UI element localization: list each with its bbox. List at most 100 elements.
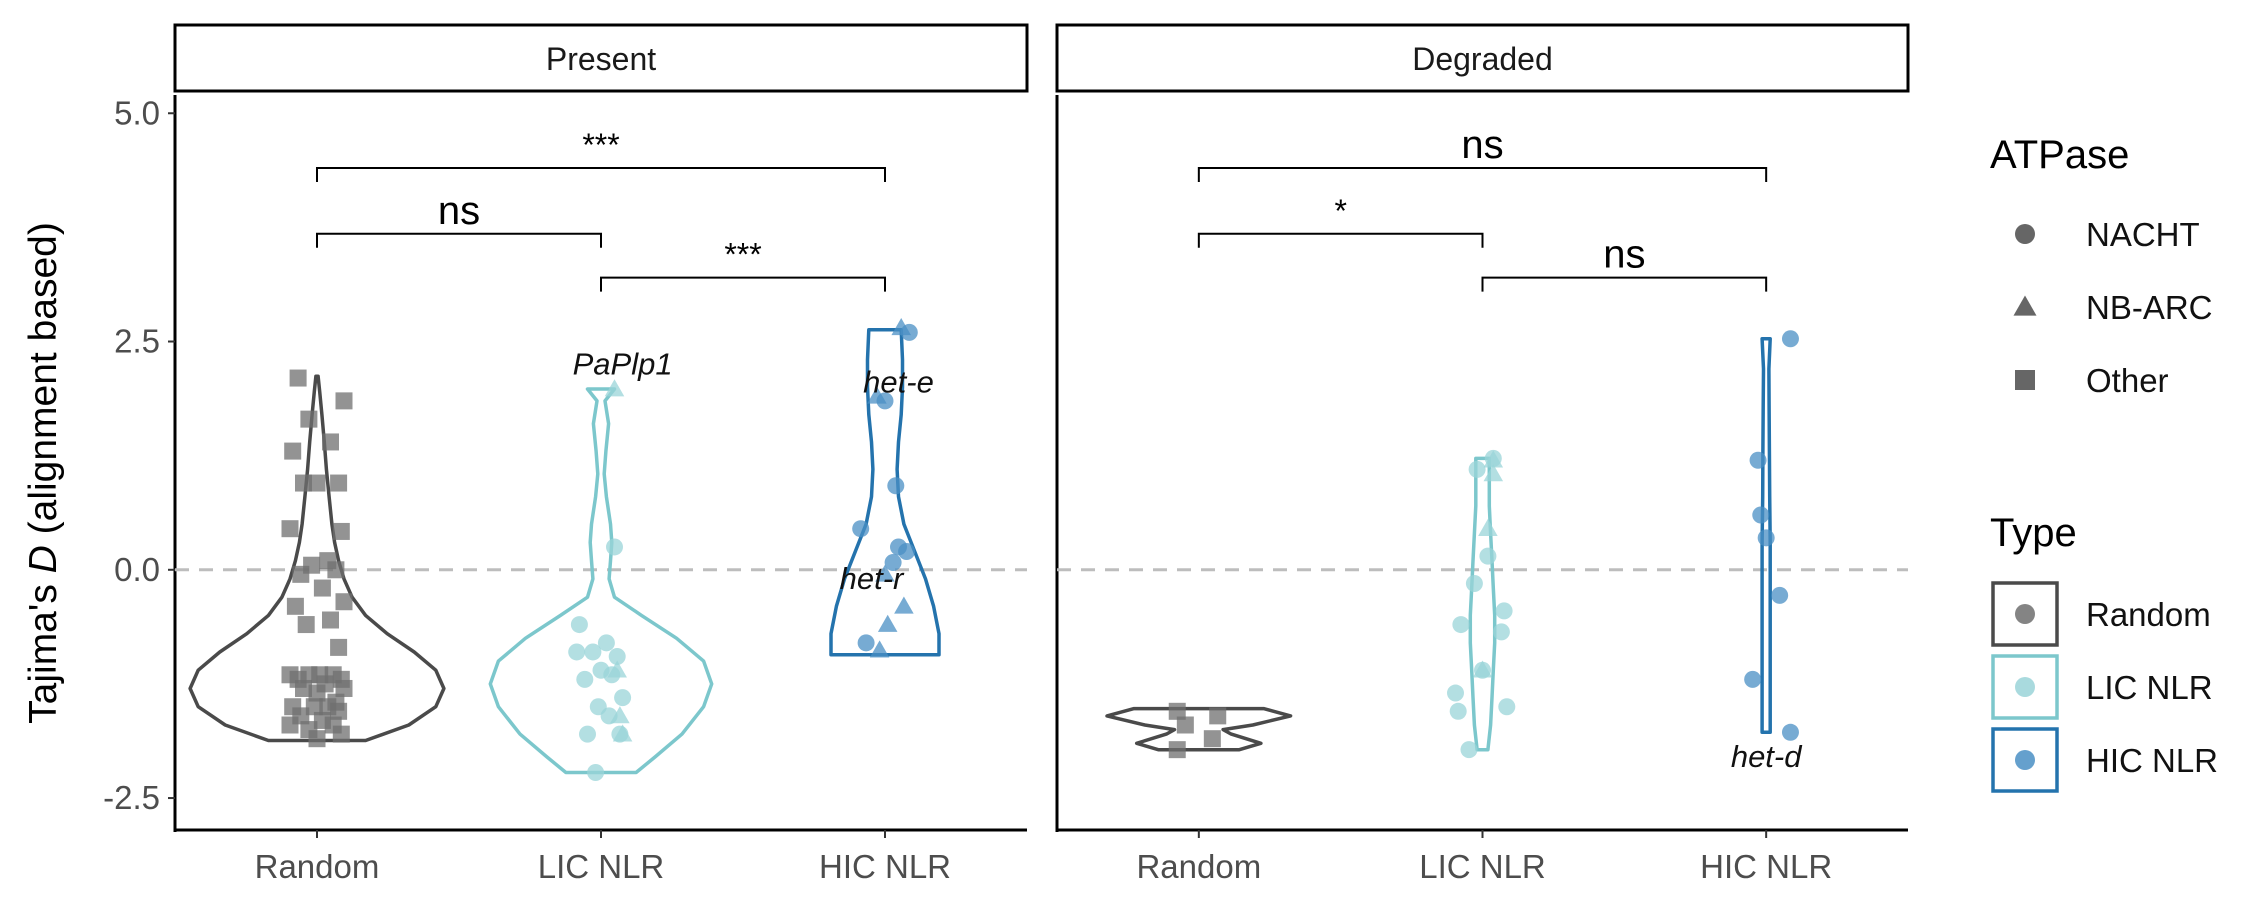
data-point: [286, 597, 304, 615]
data-point: [898, 543, 916, 561]
data-point: [284, 442, 302, 460]
data-point: [295, 679, 312, 697]
data-point: [1744, 670, 1762, 688]
legend-shape-square: [2015, 370, 2035, 390]
data-point: [1483, 450, 1504, 468]
data-point: [1479, 547, 1497, 565]
data-point: [1749, 451, 1767, 469]
data-point: [1209, 707, 1227, 725]
legend-shape-circle: [2015, 224, 2035, 244]
significance-bracket: [316, 167, 886, 183]
x-tick-label: LIC NLR: [1419, 848, 1546, 885]
gene-annotation: PaPlp1: [573, 346, 673, 381]
data-point: [295, 474, 312, 492]
panel-present: Present Random LIC NLR HIC NLR *** ns *** PaPlp…: [173, 23, 1029, 885]
data-point: [335, 679, 353, 697]
facet-title: Degraded: [1412, 41, 1553, 77]
y-tick-label: 5.0: [114, 94, 160, 131]
data-point: [867, 386, 887, 404]
data-point: [330, 702, 348, 720]
data-point: [297, 616, 315, 634]
y-tick-label: 0.0: [114, 551, 160, 588]
data-point: [1478, 518, 1498, 537]
data-point: [1781, 723, 1799, 741]
data-point: [568, 643, 586, 661]
data-point: [322, 611, 339, 629]
legend-key-point: [2015, 750, 2035, 770]
legend-title-type: Type: [1990, 511, 2077, 555]
data-point: [308, 684, 326, 702]
violin-random: [188, 374, 446, 743]
data-point: [308, 730, 326, 748]
significance-label: *: [1334, 193, 1346, 229]
data-point: [1771, 586, 1789, 604]
data-point: [1465, 574, 1483, 592]
data-point: [612, 724, 633, 742]
data-point: [852, 520, 870, 538]
data-point: [877, 614, 898, 632]
significance-label: ***: [582, 127, 619, 163]
y-tick-label: 2.5: [114, 323, 160, 360]
y-axis-label: Tajima's D (alignment based): [22, 222, 65, 724]
data-point: [1452, 616, 1470, 634]
data-point: [327, 561, 345, 579]
data-point: [875, 564, 895, 582]
data-point: [292, 565, 310, 583]
legend-label: NACHT: [2086, 216, 2200, 253]
legend-label: NB-ARC: [2086, 289, 2213, 326]
data-point: [570, 616, 588, 634]
significance-label: ns: [1603, 233, 1645, 277]
data-point: [281, 716, 299, 734]
legend: ATPase NACHT NB-ARC Other Type Random LIC NLR H…: [1990, 133, 2218, 793]
panels-layer: Present Random LIC NLR HIC NLR *** ns *** PaPlp…: [173, 23, 1910, 885]
data-point: [597, 634, 615, 652]
data-point: [305, 698, 323, 716]
y-tick-label: -2.5: [103, 779, 160, 816]
legend-label: Other: [2086, 362, 2169, 399]
x-tick-label: Random: [1136, 848, 1261, 885]
significance-bracket: [600, 276, 886, 292]
gene-annotation: het-d: [1731, 739, 1803, 774]
data-point: [332, 725, 350, 743]
gene-annotation: het-e: [863, 365, 934, 400]
gene-annotation: het-r: [840, 561, 905, 596]
significance-bracket: [1197, 232, 1484, 248]
data-point: [891, 318, 911, 336]
data-point: [335, 593, 353, 611]
facet-strip: [1055, 23, 1910, 93]
data-point: [308, 474, 326, 492]
data-point: [894, 596, 914, 614]
data-point: [587, 763, 605, 781]
violin-lic-nlr: [1468, 456, 1497, 752]
data-point: [1168, 702, 1186, 720]
x-tick-label: LIC NLR: [538, 848, 665, 885]
data-point: [606, 538, 623, 556]
significance-label: ns: [438, 189, 480, 233]
data-point: [330, 638, 348, 656]
data-point: [335, 392, 353, 410]
data-point: [584, 643, 602, 661]
significance-bracket: [1481, 276, 1768, 292]
violin-random: [1105, 706, 1293, 752]
data-point: [1483, 464, 1504, 482]
data-point: [1468, 460, 1486, 478]
data-point: [1472, 660, 1493, 678]
significance-bracket: [316, 232, 602, 248]
legend-key-point: [2015, 677, 2035, 697]
data-point: [607, 660, 627, 678]
facet-title: Present: [546, 41, 656, 77]
data-point: [887, 477, 905, 495]
data-point: [1447, 684, 1464, 702]
data-point: [289, 369, 307, 387]
data-point: [604, 379, 625, 397]
data-point: [1757, 529, 1775, 547]
data-point: [1495, 602, 1513, 620]
data-point: [330, 474, 348, 492]
x-tick-label: Random: [255, 848, 380, 885]
legend-key-point: [2015, 604, 2035, 624]
x-tick-label: HIC NLR: [819, 848, 951, 885]
data-point: [576, 670, 594, 688]
data-point: [610, 706, 630, 724]
data-point: [281, 520, 299, 538]
